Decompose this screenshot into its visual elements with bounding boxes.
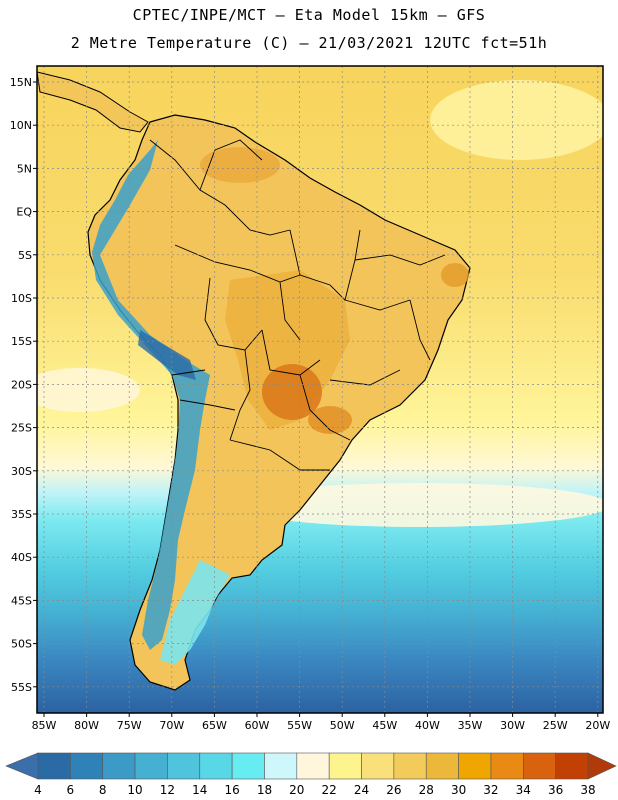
- lat-label: 5N: [17, 162, 32, 175]
- colorbar-swatch: [231, 752, 265, 780]
- lat-label: 55S: [11, 681, 32, 694]
- lon-label: 25W: [543, 719, 568, 732]
- country-borders: [149, 139, 446, 471]
- colorbar-tick-label: 36: [548, 783, 563, 797]
- colorbar-swatch: [70, 752, 104, 780]
- lat-label: 40S: [11, 551, 32, 564]
- warm-northeast: [441, 263, 469, 287]
- lat-label: 30S: [11, 465, 32, 478]
- colorbar-tick-label: 12: [160, 783, 175, 797]
- colorbar-tick-label: 38: [580, 783, 595, 797]
- colorbar-tick-label: 8: [99, 783, 107, 797]
- lat-label: 15S: [11, 335, 32, 348]
- colorbar-swatch: [296, 752, 330, 780]
- colorbar-swatch: [37, 752, 71, 780]
- map-title: CPTEC/INPE/MCT – Eta Model 15km – GFS: [132, 6, 486, 24]
- colorbar-swatch: [393, 752, 427, 780]
- lon-label: 60W: [245, 719, 270, 732]
- colorbar-swatch: [555, 752, 589, 780]
- colorbar-tick-label: 6: [67, 783, 75, 797]
- colorbar-tick-label: 30: [451, 783, 466, 797]
- pale-ocean-patch: [430, 80, 603, 160]
- colorbar: 4 6 8 10 12 14 16 18 20 22 24 26 28 30 32 34 36 38: [5, 752, 617, 797]
- colorbar-tick-label: 10: [127, 783, 142, 797]
- lon-label: 20W: [585, 719, 610, 732]
- lon-label: 85W: [32, 719, 57, 732]
- warm-north: [200, 147, 280, 183]
- lon-label: 55W: [287, 719, 312, 732]
- colorbar-tick-label: 22: [322, 783, 337, 797]
- colorbar-swatch: [328, 752, 362, 780]
- map-subtitle: 2 Metre Temperature (C) – 21/03/2021 12U…: [70, 34, 548, 52]
- colorbar-swatch: [134, 752, 168, 780]
- colorbar-low-arrow: [5, 752, 39, 780]
- colorbar-tick-label: 32: [483, 783, 498, 797]
- lat-label: 10N: [10, 119, 32, 132]
- colorbar-swatch: [490, 752, 524, 780]
- colorbar-swatch: [167, 752, 201, 780]
- lon-label: 50W: [330, 719, 355, 732]
- colorbar-tick-label: 18: [257, 783, 272, 797]
- temperature-map: 15N 10N 5N EQ 5S 10S 15S 20S 25S 30S 35S 40S 45S 50S 5…: [10, 65, 610, 732]
- lat-label: 25S: [11, 422, 32, 435]
- lon-label: 65W: [202, 719, 227, 732]
- lat-label: 50S: [11, 638, 32, 651]
- lon-label: 80W: [74, 719, 99, 732]
- pale-ocean-patch: [37, 368, 140, 412]
- graticule: [37, 66, 603, 713]
- lon-label: 35W: [458, 719, 483, 732]
- colorbar-swatch: [522, 752, 556, 780]
- latitude-labels: 15N 10N 5N EQ 5S 10S 15S 20S 25S 30S 35S 40S 45S 50S 5…: [10, 76, 37, 694]
- lat-label: 5S: [18, 249, 32, 262]
- colorbar-swatch: [199, 752, 233, 780]
- lon-label: 30W: [500, 719, 525, 732]
- colorbar-tick-label: 20: [289, 783, 304, 797]
- lat-label: EQ: [16, 206, 32, 219]
- lat-label: 45S: [11, 594, 32, 607]
- lat-label: 10S: [11, 292, 32, 305]
- central-america-land: [37, 71, 149, 133]
- colorbar-tick-label: 4: [34, 783, 42, 797]
- hot-spot: [262, 364, 322, 420]
- colorbar-tick-label: 24: [354, 783, 369, 797]
- colorbar-swatch: [102, 752, 136, 780]
- hot-spot: [308, 406, 352, 434]
- colorbar-tick-label: 34: [516, 783, 531, 797]
- colorbar-tick-label: 26: [386, 783, 401, 797]
- lon-label: 75W: [117, 719, 142, 732]
- andes-peaks: [138, 330, 196, 380]
- map-frame: [36, 65, 604, 714]
- colorbar-tick-label: 28: [419, 783, 434, 797]
- patagonia-cool: [160, 560, 230, 665]
- colorbar-swatch: [425, 752, 459, 780]
- lat-label: 20S: [11, 378, 32, 391]
- colorbar-high-arrow: [587, 752, 617, 780]
- longitude-labels: 85W 80W 75W 70W 65W 60W 55W 50W 45W 40W 35W 30W 25W 2…: [32, 713, 610, 732]
- andes-cold-band: [92, 140, 210, 650]
- colorbar-swatch: [458, 752, 492, 780]
- lon-label: 70W: [159, 719, 184, 732]
- lat-label: 15N: [10, 76, 32, 89]
- pale-ocean-patch: [230, 483, 603, 527]
- colorbar-swatch: [264, 752, 298, 780]
- colorbar-tick-label: 14: [192, 783, 207, 797]
- lon-label: 45W: [372, 719, 397, 732]
- lat-label: 35S: [11, 508, 32, 521]
- colorbar-tick-label: 16: [224, 783, 239, 797]
- colorbar-swatch: [361, 752, 395, 780]
- lon-label: 40W: [415, 719, 440, 732]
